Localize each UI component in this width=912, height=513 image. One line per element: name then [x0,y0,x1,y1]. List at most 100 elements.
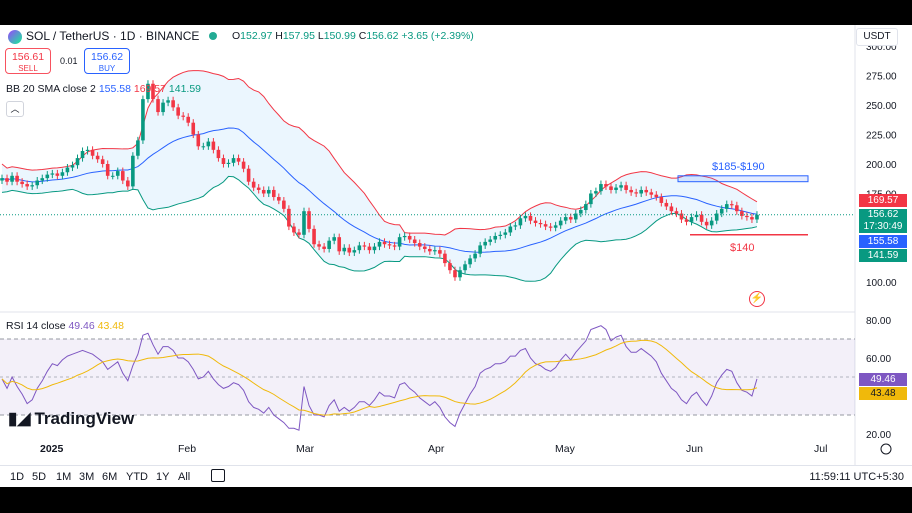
candle-body [599,184,603,192]
candle-body [699,214,704,222]
last-price: 156.62 [867,209,899,220]
candle-body [312,228,316,245]
candle-body [221,158,226,164]
candle-body [181,115,185,117]
candle-body [327,240,331,249]
candle-body [45,174,50,179]
candle-body [166,100,170,103]
candle-body [191,122,196,135]
candle-body [287,208,291,227]
sell-button[interactable]: 156.61 SELL [5,48,51,74]
candle-body [724,204,729,209]
collapse-legend-chevron-up-icon[interactable]: ︿ [6,101,24,117]
candle-body [568,217,573,220]
rsi-ma-value: 43.48 [97,320,124,332]
candle-body [266,189,271,194]
timeframe-all[interactable]: All [178,471,191,483]
candle-body [407,235,412,240]
candle-body [85,149,90,152]
candle-body [156,99,160,113]
candle-body [55,173,60,176]
candle-body [548,226,553,228]
candle-body [664,202,669,207]
candle-body [347,247,352,253]
calendar-goto-icon[interactable] [211,469,225,482]
timeframe-ytd[interactable]: YTD [126,471,148,483]
chart-canvas[interactable]: 300.00275.00250.00225.00200.00175.00100.… [0,25,912,487]
rsi-name: RSI 14 close [6,320,66,332]
candle-body [458,270,462,278]
candle-body [704,221,709,226]
candle-body [136,140,140,156]
bb-basis-value: 155.58 [98,83,131,95]
candle-body [553,225,558,228]
candle-body [236,158,241,162]
candle-body [120,171,125,181]
candle-body [755,214,759,220]
candle-body [196,134,201,147]
price-tick-label: 300.00 [866,42,897,53]
candle-body [745,215,749,218]
candle-body [669,206,674,212]
rsi-tick-label: 60.00 [866,354,891,365]
bollinger-upper-line [1,70,758,236]
rsi-line [1,325,758,431]
bottom-toolbar: 1D 5D 1M 3M 6M YTD 1Y All 11:59:11 UTC+5… [0,465,912,487]
rsi-legend[interactable]: RSI 14 close 49.46 43.48 [6,320,124,332]
timeframe-5d[interactable]: 5D [32,471,47,483]
candle-body [392,245,397,247]
candle-body [604,184,608,187]
timeframe-1y[interactable]: 1Y [156,471,170,483]
candle-body [60,172,65,176]
candle-body [719,208,724,214]
time-axis-label: 2025 [40,443,64,455]
candle-body [211,141,216,150]
candle-body [115,171,120,176]
candle-body [100,159,105,164]
candle-body [30,185,34,187]
price-tick-label: 225.00 [866,131,897,142]
currency-selector[interactable]: USDT [856,28,898,46]
candle-body [453,270,457,278]
clock-timezone[interactable]: 11:59:11 UTC+5:30 [809,471,904,483]
candle-body [10,175,14,182]
candle-body [417,243,422,247]
candle-body [694,214,699,218]
candle-body [201,146,206,148]
candle-body [412,239,417,244]
candle-body [508,226,513,233]
spread-value: 0.01 [60,56,78,66]
lower-band-tag: 141.59 [859,249,907,262]
time-axis-label: Jul [814,443,827,455]
candle-body [332,237,336,241]
candle-body [342,247,347,252]
lightning-alert-icon[interactable]: ⚡ [749,291,765,307]
buy-button[interactable]: 156.62 BUY [84,48,130,74]
buy-price: 156.62 [90,51,124,63]
timeframe-6m[interactable]: 6M [102,471,118,483]
candle-body [105,164,110,176]
time-axis-label: Jun [686,443,703,455]
candle-body [478,245,482,254]
bollinger-legend[interactable]: BB 20 SMA close 2 155.58 169.57 141.59 [6,83,201,95]
rsi-ma-line [1,339,758,416]
ohlc-high: 157.95 [282,30,315,42]
market-open-status-icon [209,32,217,40]
timeframe-3m[interactable]: 3M [79,471,95,483]
support-label: $140 [730,242,755,254]
candle-body [679,213,684,220]
symbol-title[interactable]: SOL / TetherUS · 1D · BINANCE [26,29,200,43]
timeframe-1m[interactable]: 1M [56,471,72,483]
candle-body [740,211,744,216]
bb-lower-value: 141.59 [168,83,202,95]
candle-body [579,210,583,214]
candle-body [50,173,55,175]
ohlc-change: +3.65 (+2.39%) [401,30,474,42]
price-tick-label: 250.00 [866,101,897,112]
candle-body [488,239,493,242]
candle-body [277,197,281,201]
bb-name: BB 20 SMA close 2 [6,83,96,95]
candle-body [498,234,503,236]
timeframe-1d[interactable]: 1D [10,471,25,483]
candle-body [709,220,714,226]
